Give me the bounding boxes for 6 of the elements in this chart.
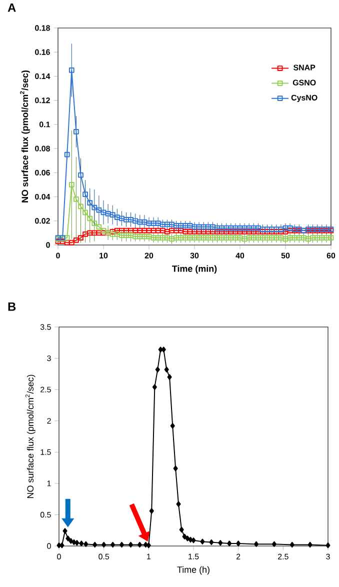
x-axis-title: Time (h) <box>177 566 210 575</box>
y-axis-title: NO surface flux (pmol/cm$^{2}$/sec) <box>20 70 30 202</box>
y-axis-title: NO surface flux (pmol/cm$^{2}$/sec) <box>25 374 36 498</box>
chart-title: A <box>8 4 16 12</box>
x-axis-title: Time (min) <box>172 265 217 274</box>
chart-title: B <box>8 302 16 311</box>
